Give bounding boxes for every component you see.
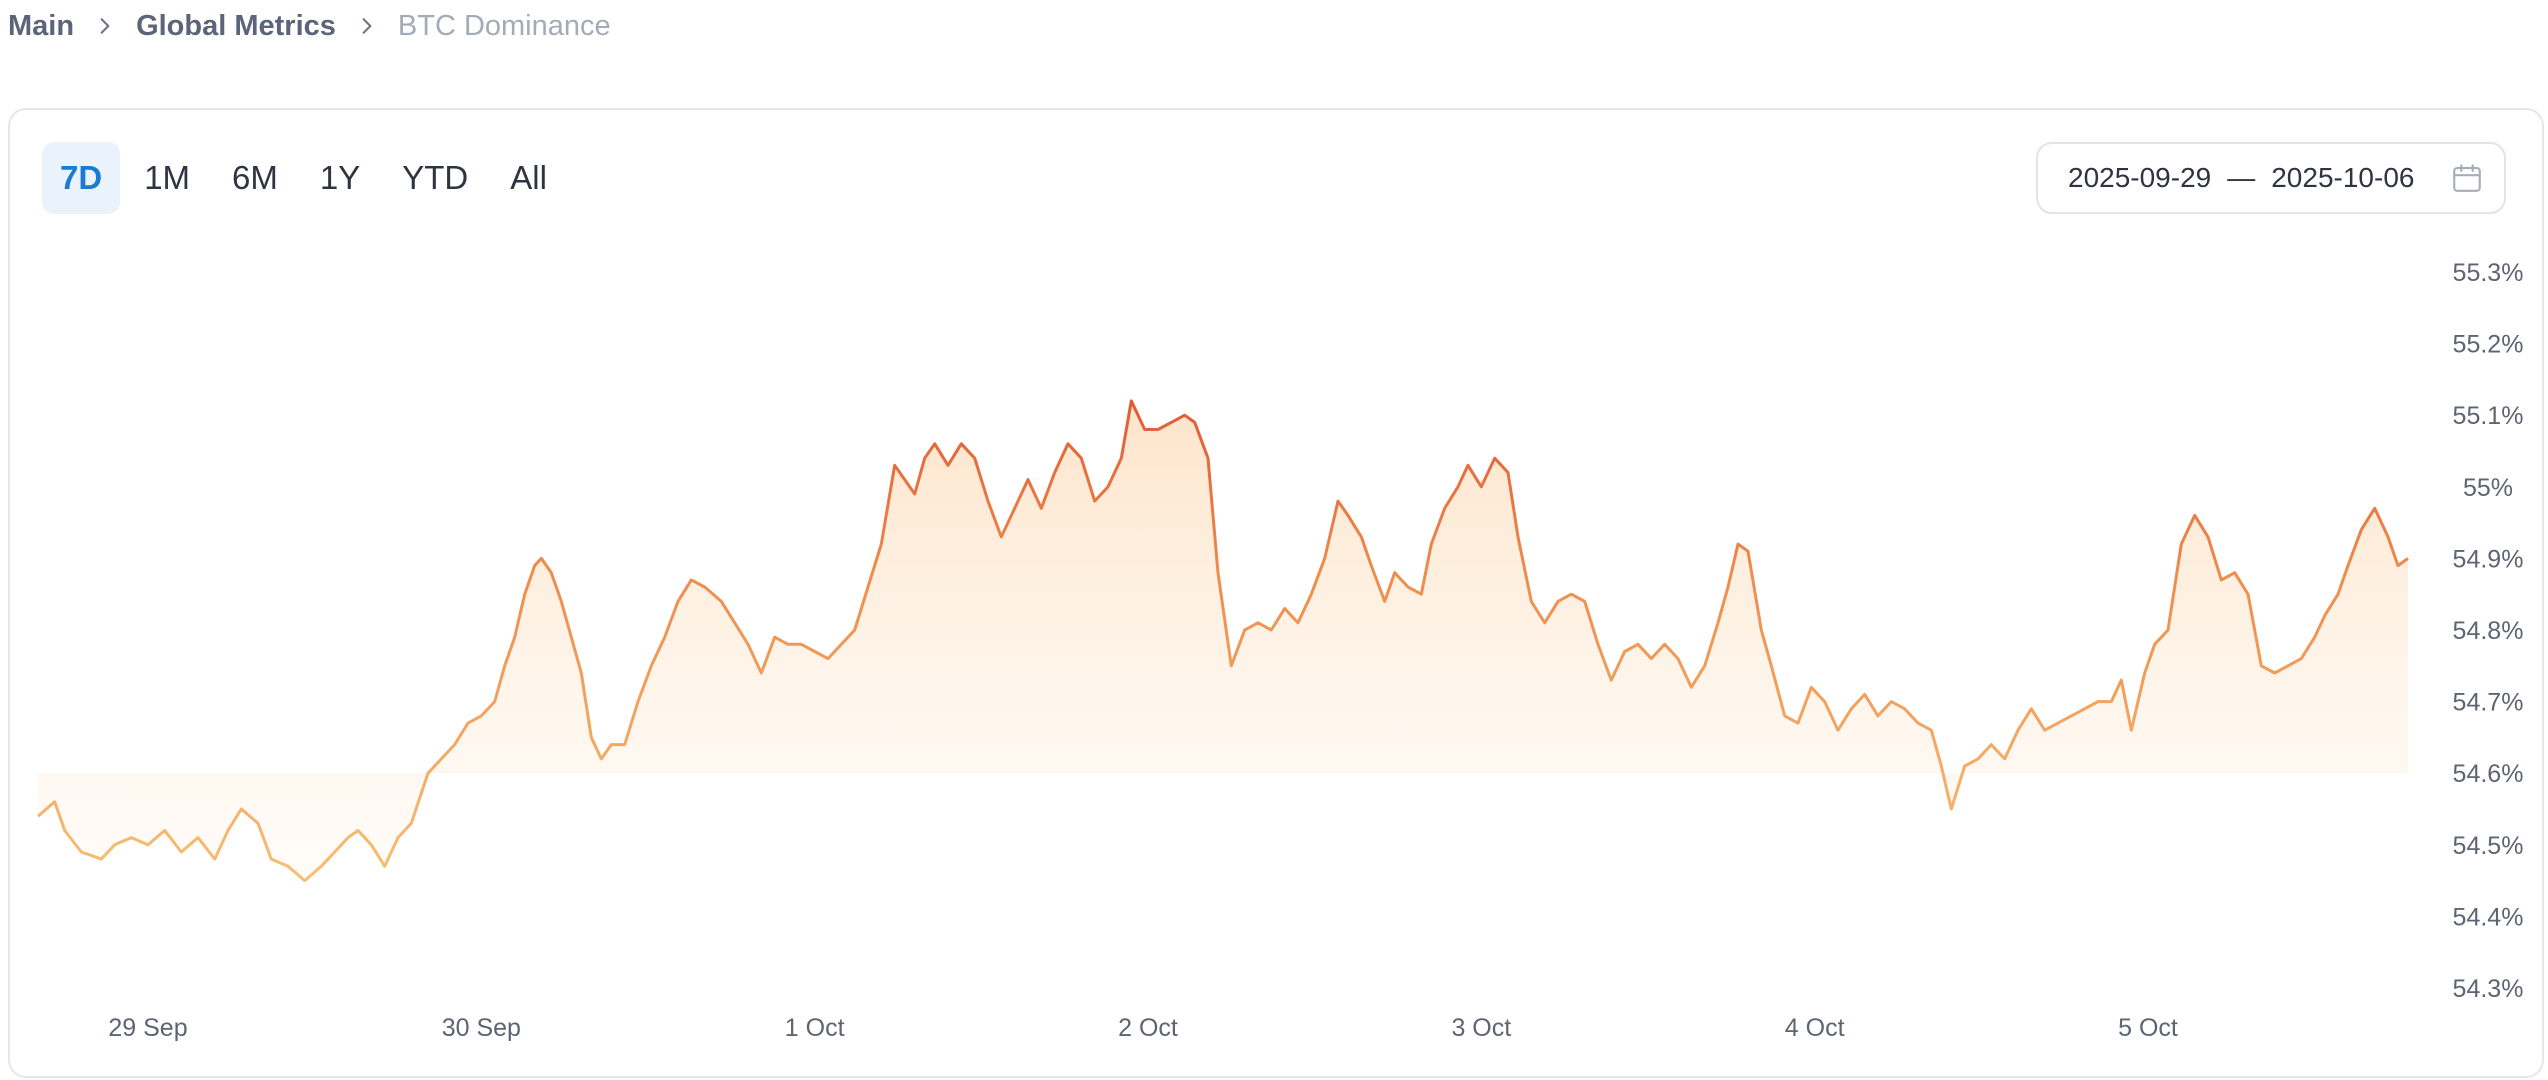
y-tick-label: 54.3% (2453, 975, 2524, 1003)
date-range-picker[interactable]: 2025-09-29 — 2025-10-06 (2036, 142, 2506, 214)
chevron-right-icon (336, 17, 398, 35)
x-tick-label: 4 Oct (1785, 1014, 1845, 1042)
x-tick-label: 5 Oct (2118, 1014, 2178, 1042)
range-tab-7d[interactable]: 7D (42, 142, 121, 214)
y-tick-label: 55.2% (2453, 331, 2524, 359)
y-tick-label: 54.8% (2453, 617, 2524, 645)
y-tick-label: 54.4% (2453, 903, 2524, 931)
calendar-icon[interactable] (2450, 161, 2484, 195)
range-tab-all[interactable]: All (510, 159, 547, 196)
breadcrumb-global-metrics-link[interactable]: Global Metrics (136, 9, 336, 42)
y-tick-label: 54.7% (2453, 689, 2524, 717)
btc-dominance-chart[interactable]: 55.3% 55.2% 55.1% 55% 54.9% 54.8% 54.7% 54.6% 54… (8, 108, 2544, 1078)
breadcrumb-current-page: BTC Dominance (397, 9, 611, 42)
breadcrumb: Main Global Metrics BTC Dominance (8, 6, 611, 46)
range-tab-1m[interactable]: 1M (144, 159, 191, 196)
area-layer (38, 400, 2408, 881)
series-area (38, 400, 2408, 881)
line-layer (37, 399, 2409, 883)
y-tick-label: 55.3% (2453, 259, 2524, 287)
y-tick-label: 54.5% (2453, 832, 2524, 860)
x-tick-label: 1 Oct (785, 1014, 845, 1042)
x-tick-label: 30 Sep (442, 1014, 521, 1042)
y-tick-label: 55% (2463, 474, 2513, 502)
x-tick-label: 3 Oct (1451, 1014, 1511, 1042)
date-range-start: 2025-09-29 (2068, 162, 2212, 193)
y-tick-label: 55.1% (2453, 402, 2524, 430)
x-tick-label: 29 Sep (108, 1014, 187, 1042)
chevron-right-icon (74, 17, 136, 35)
range-tab-ytd[interactable]: YTD (402, 159, 469, 196)
breadcrumb-main-link[interactable]: Main (8, 9, 75, 42)
y-tick-label: 54.6% (2453, 760, 2524, 788)
chart-card: 7D 1M 6M 1Y YTD All 2025-09-29 — 2025-10… (8, 108, 2544, 1078)
y-tick-label: 54.9% (2453, 545, 2524, 573)
y-axis: 55.3% 55.2% 55.1% 55% 54.9% 54.8% 54.7% 54.6% 54… (2453, 259, 2524, 1003)
x-axis: 29 Sep 30 Sep 1 Oct 2 Oct 3 Oct 4 Oct 5 Oct (108, 1014, 2178, 1042)
series-line (37, 399, 2409, 883)
time-range-tabs: 7D 1M 6M 1Y YTD All (42, 142, 565, 214)
date-range-end: 2025-10-06 (2271, 162, 2415, 193)
date-range-separator: — (2227, 162, 2256, 193)
x-tick-label: 2 Oct (1118, 1014, 1178, 1042)
range-tab-6m[interactable]: 6M (232, 159, 278, 196)
range-tab-1y[interactable]: 1Y (319, 159, 361, 196)
